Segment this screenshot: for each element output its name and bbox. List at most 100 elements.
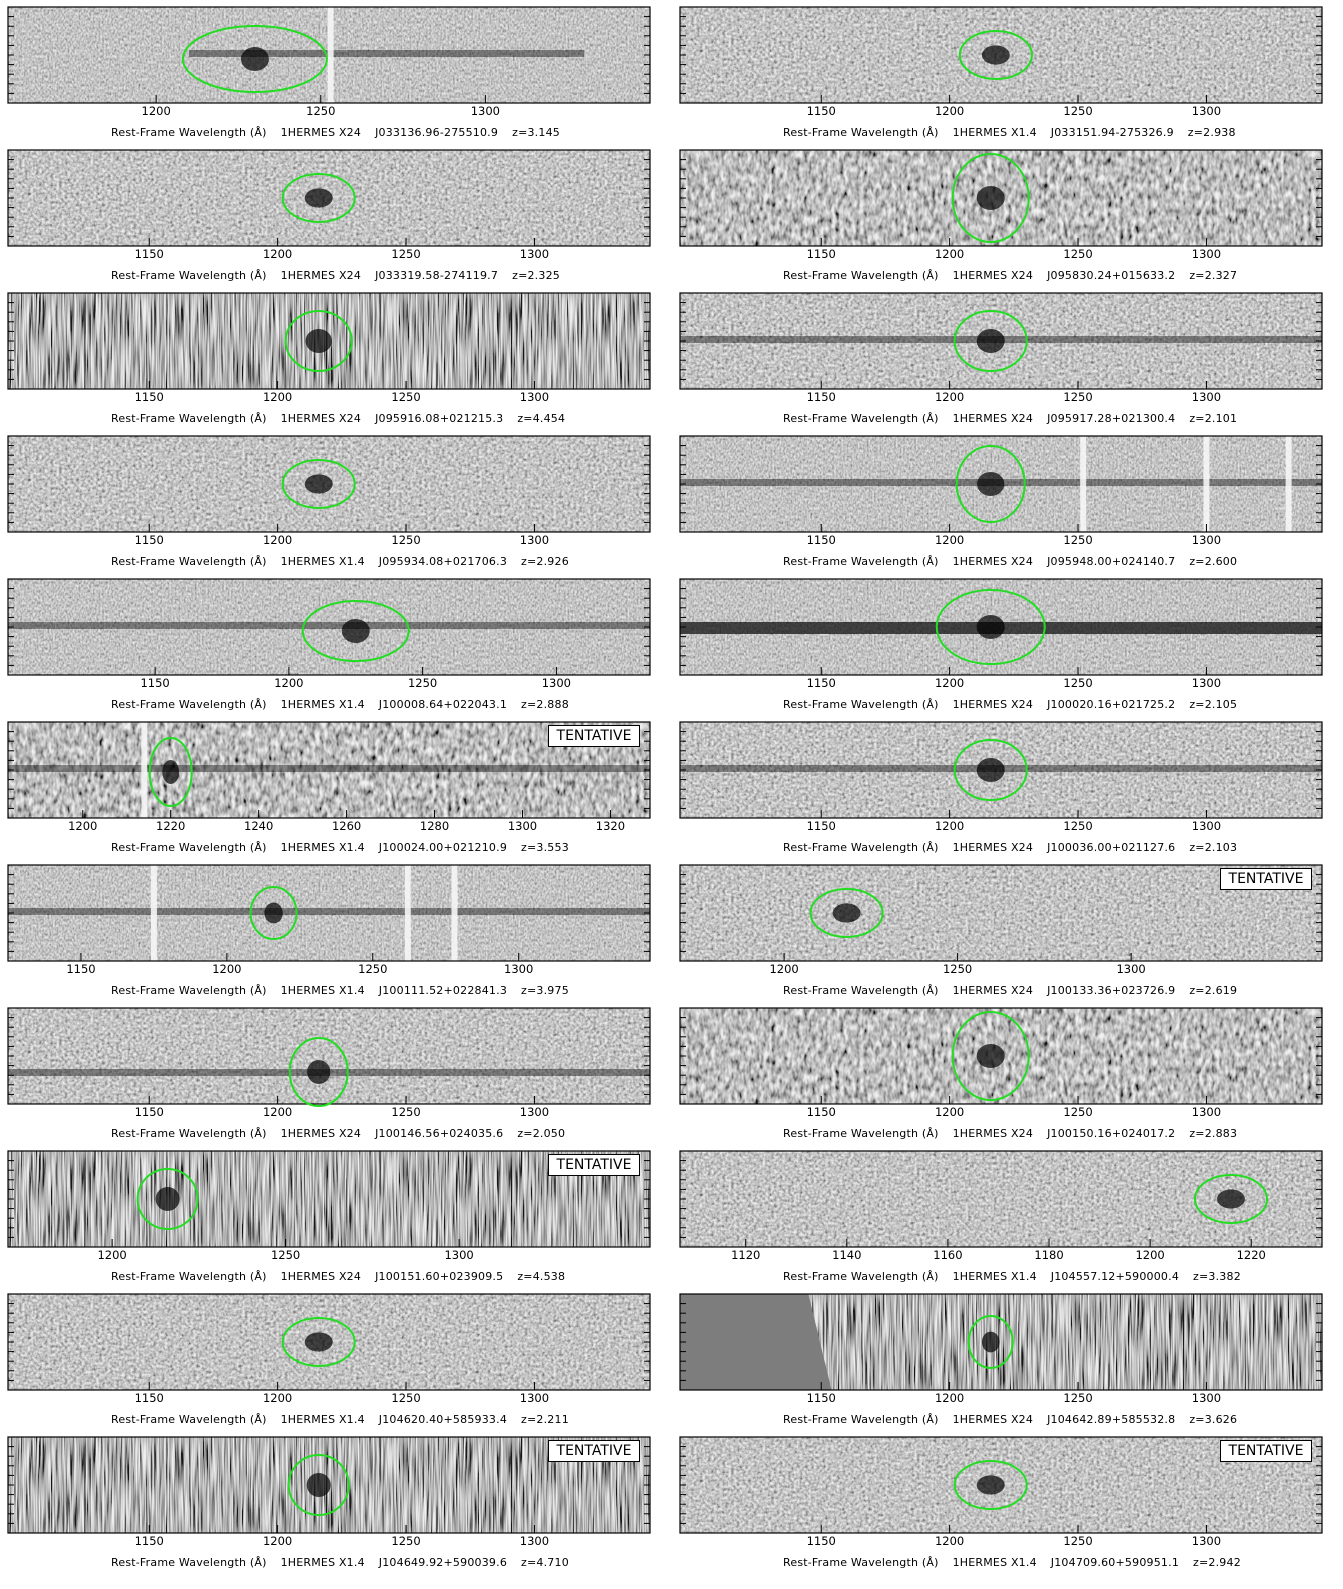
lya-emission	[240, 47, 269, 71]
lya-emission	[976, 615, 1005, 639]
axis-title: Rest-Frame Wavelength (Å)	[783, 412, 939, 425]
spectrum-panel: 1150 1200 1250 1300 Rest-Frame Wavelength (Å…	[679, 1293, 1329, 1436]
continuum-trace	[8, 622, 650, 629]
panel-caption: Rest-Frame Wavelength (Å) 1HERMES X24 J095…	[783, 555, 1251, 568]
field-label: 1HERMES X24	[952, 841, 1034, 854]
lya-marker-ellipse	[136, 1168, 199, 1230]
axis-title: Rest-Frame Wavelength (Å)	[111, 841, 267, 854]
spectrum-panel: 1200 1250 1300 Rest-Frame Wavelength (Å) 1HE…	[679, 864, 1329, 1007]
lya-emission	[304, 474, 333, 494]
source-id: J100024.00+021210.9	[378, 841, 508, 854]
axis-title: Rest-Frame Wavelength (Å)	[783, 698, 939, 711]
masked-region	[680, 1294, 832, 1390]
x-tick-labels: 1150 1200 1250 1300	[679, 390, 1329, 408]
field-label: 1HERMES X24	[952, 269, 1034, 282]
source-id: J033136.96-275510.9	[375, 126, 499, 139]
axis-title: Rest-Frame Wavelength (Å)	[111, 412, 267, 425]
axis-title: Rest-Frame Wavelength (Å)	[111, 1556, 267, 1569]
spectrum-image	[679, 864, 1323, 962]
x-tick-label: 1250	[942, 962, 973, 976]
field-label: 1HERMES X1.4	[952, 126, 1037, 139]
spectrum-panel: 1150 1200 1250 1300 Rest-Frame Wavelength (Å…	[7, 1436, 657, 1579]
axis-title: Rest-Frame Wavelength (Å)	[783, 555, 939, 568]
spectrum-image	[7, 578, 651, 676]
x-tick-labels: 1150 1200 1250 1300	[679, 247, 1329, 265]
spectrum-panel: 1150 1200 1250 1300 Rest-Frame Wavelength (Å…	[679, 578, 1329, 721]
x-tick-label: 1300	[1116, 962, 1146, 976]
source-id: J100133.36+023726.9	[1047, 984, 1176, 997]
redshift-label: z=2.101	[1189, 412, 1238, 425]
field-label: 1HERMES X1.4	[280, 555, 365, 568]
x-tick-label: 1240	[244, 819, 274, 833]
axis-title: Rest-Frame Wavelength (Å)	[111, 1127, 267, 1140]
x-tick-label: 1200	[934, 390, 965, 404]
spectrum-panel: 1150 1200 1250 1300 Rest-Frame Wavelength (Å…	[679, 1007, 1329, 1150]
x-tick-label: 1150	[66, 962, 96, 976]
lya-marker-ellipse	[951, 1011, 1030, 1101]
x-tick-labels: 1200 1220 1240 1260 1280 1300 1320	[7, 819, 657, 837]
x-tick-labels: 1150 1200 1250 1300	[679, 1391, 1329, 1409]
x-tick-label: 1250	[1063, 104, 1093, 118]
lya-emission	[981, 1331, 1000, 1353]
x-tick-label: 1200	[934, 247, 965, 261]
x-tick-label: 1150	[134, 1391, 164, 1405]
field-label: 1HERMES X1.4	[280, 841, 365, 854]
axis-title: Rest-Frame Wavelength (Å)	[783, 1413, 939, 1426]
x-tick-label: 1300	[444, 1248, 474, 1262]
field-label: 1HERMES X24	[280, 269, 362, 282]
noise-texture	[680, 865, 1322, 961]
spectrum-image	[679, 292, 1323, 390]
spectrum-panel: 1150 1200 1250 1300 Rest-Frame Wavelength (Å…	[679, 721, 1329, 864]
panel-caption: Rest-Frame Wavelength (Å) 1HERMES X1.4 J10…	[111, 984, 583, 997]
redshift-label: z=2.103	[1189, 841, 1238, 854]
panel-caption: Rest-Frame Wavelength (Å) 1HERMES X24 J100…	[783, 698, 1251, 711]
spectrum-image	[7, 435, 651, 533]
panel-caption: Rest-Frame Wavelength (Å) 1HERMES X24 J100…	[783, 841, 1251, 854]
panel-caption: Rest-Frame Wavelength (Å) 1HERMES X24 J033…	[111, 126, 574, 139]
x-tick-label: 1250	[1063, 533, 1093, 547]
field-label: 1HERMES X1.4	[280, 698, 365, 711]
x-tick-label: 1300	[1191, 1105, 1222, 1119]
x-tick-label: 1250	[270, 1248, 301, 1262]
x-tick-label: 1200	[262, 1534, 293, 1548]
x-tick-label: 1300	[519, 390, 550, 404]
x-tick-label: 1300	[470, 104, 501, 118]
x-tick-label: 1250	[391, 1105, 421, 1119]
x-tick-label: 1300	[519, 1391, 550, 1405]
spectrum-panel: 1150 1200 1250 1300 Rest-Frame Wavelength (Å…	[7, 149, 657, 292]
axis-title: Rest-Frame Wavelength (Å)	[111, 269, 267, 282]
field-label: 1HERMES X24	[280, 1127, 362, 1140]
lya-emission	[264, 902, 283, 924]
field-label: 1HERMES X1.4	[952, 1270, 1037, 1283]
lya-marker-ellipse	[953, 310, 1028, 372]
field-label: 1HERMES X24	[952, 1413, 1034, 1426]
redshift-label: z=3.145	[512, 126, 560, 139]
axis-title: Rest-Frame Wavelength (Å)	[111, 984, 267, 997]
x-tick-label: 1250	[391, 247, 421, 261]
axis-title: Rest-Frame Wavelength (Å)	[783, 1270, 939, 1283]
spectrum-image	[7, 864, 651, 962]
source-id: J033151.94-275326.9	[1050, 126, 1174, 139]
x-tick-label: 1200	[934, 676, 965, 690]
redshift-label: z=2.050	[517, 1127, 566, 1140]
spectrum-panel: 1150 1200 1250 1300 Rest-Frame Wavelength (Å…	[679, 6, 1329, 149]
axis-title: Rest-Frame Wavelength (Å)	[111, 1270, 267, 1283]
lya-marker-ellipse	[284, 310, 353, 372]
source-id: J095917.28+021300.4	[1047, 412, 1176, 425]
source-id: J104620.40+585933.4	[378, 1413, 508, 1426]
x-tick-label: 1200	[68, 819, 98, 833]
field-label: 1HERMES X1.4	[952, 1556, 1037, 1569]
panel-caption: Rest-Frame Wavelength (Å) 1HERMES X24 J100…	[783, 1127, 1251, 1140]
x-tick-label: 1250	[407, 676, 438, 690]
x-tick-label: 1280	[419, 819, 450, 833]
lya-emission	[306, 1473, 331, 1497]
lya-emission	[1217, 1189, 1246, 1209]
x-tick-labels: 1200 1250 1300	[7, 1248, 657, 1266]
x-tick-label: 1180	[1034, 1248, 1064, 1262]
x-tick-label: 1140	[832, 1248, 862, 1262]
x-tick-label: 1250	[1063, 1105, 1093, 1119]
axis-title: Rest-Frame Wavelength (Å)	[783, 269, 939, 282]
panel-caption: Rest-Frame Wavelength (Å) 1HERMES X24 J095…	[111, 412, 579, 425]
spectrum-image	[7, 1436, 651, 1534]
x-tick-label: 1250	[1063, 1391, 1093, 1405]
